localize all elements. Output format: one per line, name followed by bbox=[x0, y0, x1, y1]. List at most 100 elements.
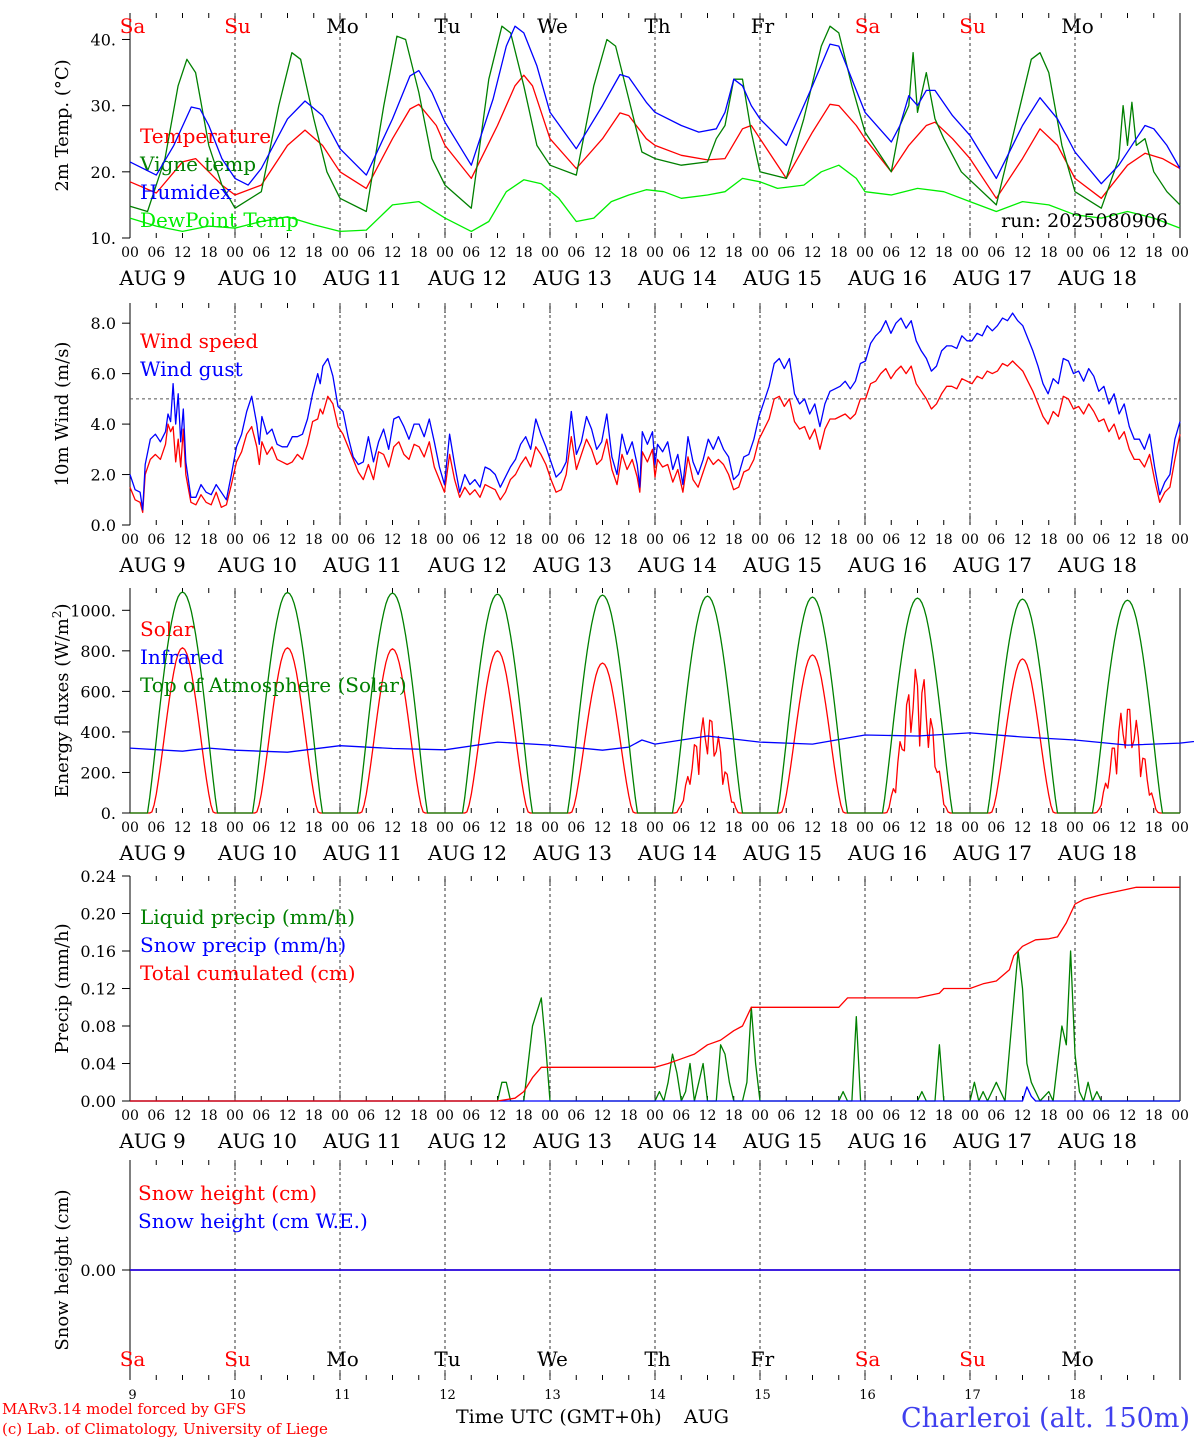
x-tick-label: 12 bbox=[174, 245, 192, 261]
x-tick-label: 00 bbox=[1066, 1108, 1084, 1124]
date-label: AUG 15 bbox=[742, 266, 822, 290]
day-number-label: 9 bbox=[128, 1388, 136, 1403]
x-tick-label: 06 bbox=[147, 245, 165, 261]
y-tick-label: 0.0 bbox=[91, 516, 116, 535]
legend-entry: Snow precip (mm/h) bbox=[140, 933, 346, 957]
date-label: AUG 16 bbox=[847, 553, 927, 577]
x-tick-label: 18 bbox=[200, 1108, 218, 1124]
legend-entry: Total cumulated (cm) bbox=[140, 961, 356, 985]
x-tick-label: 06 bbox=[1092, 1108, 1110, 1124]
x-tick-label: 18 bbox=[725, 245, 743, 261]
x-tick-label: 18 bbox=[620, 532, 638, 548]
x-tick-label: 06 bbox=[252, 532, 270, 548]
weekday-label: Th bbox=[644, 14, 670, 38]
weekday-label: Su bbox=[224, 14, 251, 38]
x-tick-label: 12 bbox=[594, 820, 612, 836]
x-tick-label: 00 bbox=[751, 1108, 769, 1124]
x-tick-label: 12 bbox=[1014, 532, 1032, 548]
weekday-label: Mo bbox=[1061, 14, 1094, 38]
weekday-label: Sa bbox=[120, 1347, 146, 1371]
date-label: AUG 9 bbox=[118, 1129, 185, 1153]
x-tick-label: 00 bbox=[751, 532, 769, 548]
x-tick-label: 00 bbox=[1171, 820, 1189, 836]
x-tick-label: 18 bbox=[1145, 532, 1163, 548]
x-tick-label: 18 bbox=[305, 1108, 323, 1124]
x-tick-label: 18 bbox=[830, 1108, 848, 1124]
x-tick-label: 18 bbox=[1145, 245, 1163, 261]
date-label: AUG 18 bbox=[1057, 553, 1137, 577]
x-tick-label: 12 bbox=[174, 532, 192, 548]
x-tick-label: 06 bbox=[672, 1108, 690, 1124]
x-tick-label: 06 bbox=[1092, 245, 1110, 261]
x-tick-label: 06 bbox=[252, 820, 270, 836]
date-label: AUG 10 bbox=[217, 553, 297, 577]
x-tick-label: 06 bbox=[777, 245, 795, 261]
x-tick-label: 18 bbox=[1040, 532, 1058, 548]
x-tick-label: 00 bbox=[226, 1108, 244, 1124]
date-label: AUG 11 bbox=[322, 1129, 402, 1153]
x-tick-label: 12 bbox=[804, 820, 822, 836]
x-tick-label: 06 bbox=[882, 532, 900, 548]
y-tick-label: 0.24 bbox=[80, 867, 116, 886]
y-tick-label: 600. bbox=[80, 682, 116, 701]
x-tick-label: 18 bbox=[515, 245, 533, 261]
x-tick-label: 06 bbox=[147, 532, 165, 548]
x-tick-label: 00 bbox=[541, 532, 559, 548]
weekday-label: Tu bbox=[434, 14, 460, 38]
model-credit: MARv3.14 model forced by GFS bbox=[2, 1400, 246, 1418]
date-label: AUG 10 bbox=[217, 266, 297, 290]
x-tick-label: 18 bbox=[200, 245, 218, 261]
legend-entry: Vigne temp bbox=[139, 152, 256, 176]
x-tick-label: 00 bbox=[541, 820, 559, 836]
y-tick-label: 20. bbox=[91, 163, 116, 182]
x-tick-label: 06 bbox=[1092, 532, 1110, 548]
date-label: AUG 17 bbox=[952, 266, 1032, 290]
x-tick-label: 06 bbox=[567, 1108, 585, 1124]
x-tick-label: 12 bbox=[909, 1108, 927, 1124]
x-tick-label: 06 bbox=[147, 820, 165, 836]
x-tick-label: 18 bbox=[1145, 1108, 1163, 1124]
x-tick-label: 06 bbox=[672, 532, 690, 548]
y-axis-title: 2m Temp. (°C) bbox=[52, 59, 73, 191]
series-line-wind-gust bbox=[129, 312, 1181, 511]
x-tick-label: 00 bbox=[331, 1108, 349, 1124]
x-tick-label: 00 bbox=[436, 245, 454, 261]
date-label: AUG 15 bbox=[742, 1129, 822, 1153]
x-tick-label: 12 bbox=[489, 245, 507, 261]
x-tick-label: 06 bbox=[462, 532, 480, 548]
y-tick-label: 800. bbox=[80, 642, 116, 661]
x-tick-label: 00 bbox=[226, 820, 244, 836]
legend-entry: Snow height (cm W.E.) bbox=[138, 1209, 368, 1233]
date-label: AUG 12 bbox=[427, 1129, 507, 1153]
weekday-label: Mo bbox=[1061, 1347, 1094, 1371]
legend-entry: Snow height (cm) bbox=[138, 1181, 317, 1205]
day-number-label: 18 bbox=[1069, 1388, 1086, 1403]
x-tick-label: 18 bbox=[830, 532, 848, 548]
x-tick-label: 06 bbox=[882, 820, 900, 836]
x-tick-label: 06 bbox=[567, 820, 585, 836]
date-label: AUG 12 bbox=[427, 266, 507, 290]
x-tick-label: 00 bbox=[436, 1108, 454, 1124]
date-label: AUG 13 bbox=[532, 553, 612, 577]
x-tick-label: 18 bbox=[305, 532, 323, 548]
x-tick-label: 12 bbox=[1014, 1108, 1032, 1124]
x-tick-label: 06 bbox=[1092, 820, 1110, 836]
x-tick-label: 06 bbox=[357, 245, 375, 261]
legend-entry: Infrared bbox=[140, 645, 224, 669]
x-tick-label: 00 bbox=[1171, 1108, 1189, 1124]
weekday-label: Sa bbox=[855, 14, 881, 38]
y-tick-label: 400. bbox=[80, 723, 116, 742]
x-tick-label: 18 bbox=[410, 532, 428, 548]
weekday-label: We bbox=[537, 14, 568, 38]
date-label: AUG 13 bbox=[532, 266, 612, 290]
x-tick-label: 18 bbox=[725, 820, 743, 836]
x-tick-label: 00 bbox=[1066, 532, 1084, 548]
x-tick-label: 00 bbox=[1066, 245, 1084, 261]
copyright-credit: (c) Lab. of Climatology, University of L… bbox=[2, 1420, 328, 1438]
date-label: AUG 12 bbox=[427, 841, 507, 865]
series-line-snow-precip-mm-h- bbox=[130, 1086, 1180, 1102]
weekday-label: Mo bbox=[326, 1347, 359, 1371]
weekday-label: Tu bbox=[434, 1347, 460, 1371]
day-number-label: 15 bbox=[754, 1388, 771, 1403]
x-tick-label: 12 bbox=[489, 532, 507, 548]
